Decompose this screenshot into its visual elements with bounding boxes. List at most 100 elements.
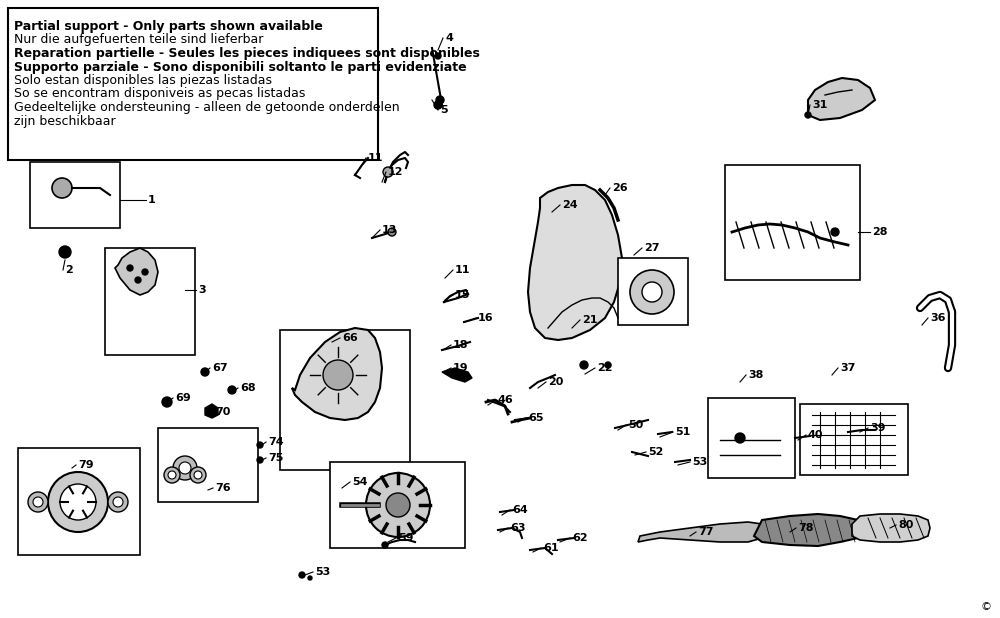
- Polygon shape: [115, 248, 158, 295]
- Circle shape: [434, 101, 442, 109]
- Text: 50: 50: [628, 420, 643, 430]
- Circle shape: [127, 265, 133, 271]
- Text: 1: 1: [148, 195, 156, 205]
- Text: 31: 31: [812, 100, 827, 110]
- Text: Gedeeltelijke ondersteuning - alleen de getoonde onderdelen: Gedeeltelijke ondersteuning - alleen de …: [14, 101, 400, 114]
- Circle shape: [386, 493, 410, 517]
- Circle shape: [630, 270, 674, 314]
- Text: 52: 52: [648, 447, 663, 457]
- Text: 51: 51: [675, 427, 690, 437]
- Circle shape: [580, 361, 588, 369]
- Circle shape: [108, 492, 128, 512]
- Text: 53: 53: [315, 567, 330, 577]
- Circle shape: [190, 467, 206, 483]
- Text: 2: 2: [65, 265, 73, 275]
- Text: Solo estan disponibles las piezas listadas: Solo estan disponibles las piezas listad…: [14, 74, 272, 87]
- Text: 3: 3: [198, 285, 206, 295]
- Circle shape: [162, 397, 172, 407]
- Text: 40: 40: [808, 430, 824, 440]
- Circle shape: [382, 542, 388, 548]
- Text: 37: 37: [840, 363, 855, 373]
- Circle shape: [323, 360, 353, 390]
- Bar: [8, 8, 378, 160]
- Text: 38: 38: [748, 370, 763, 380]
- Text: 15: 15: [455, 290, 470, 300]
- Text: 59: 59: [398, 533, 414, 543]
- Text: Nur die aufgefuerten teile sind lieferbar: Nur die aufgefuerten teile sind lieferba…: [14, 33, 263, 46]
- Text: 78: 78: [798, 523, 814, 533]
- Bar: [280, 330, 410, 470]
- Circle shape: [605, 362, 611, 368]
- Text: 76: 76: [215, 483, 231, 493]
- Text: 19: 19: [453, 363, 469, 373]
- Text: 13: 13: [382, 225, 397, 235]
- Text: 27: 27: [644, 243, 660, 253]
- Text: 66: 66: [342, 333, 358, 343]
- Polygon shape: [638, 522, 768, 542]
- Text: 24: 24: [562, 200, 578, 210]
- Polygon shape: [808, 78, 875, 120]
- Circle shape: [831, 228, 839, 236]
- Text: So se encontram disponiveis as pecas listadas: So se encontram disponiveis as pecas lis…: [14, 88, 305, 101]
- Bar: [330, 462, 465, 548]
- Text: 22: 22: [597, 363, 612, 373]
- Text: 4: 4: [445, 33, 453, 43]
- Polygon shape: [292, 328, 382, 420]
- Circle shape: [194, 471, 202, 479]
- Text: 12: 12: [388, 167, 404, 177]
- Circle shape: [735, 433, 745, 443]
- Bar: [800, 404, 908, 475]
- Polygon shape: [754, 514, 865, 546]
- Text: 18: 18: [453, 340, 468, 350]
- Text: zijn beschikbaar: zijn beschikbaar: [14, 114, 116, 127]
- Circle shape: [33, 497, 43, 507]
- Text: ©: ©: [981, 602, 992, 612]
- Text: 75: 75: [268, 453, 283, 463]
- Text: 36: 36: [930, 313, 946, 323]
- Circle shape: [135, 277, 141, 283]
- Text: 11: 11: [368, 153, 384, 163]
- Circle shape: [805, 112, 811, 118]
- Bar: [158, 428, 258, 502]
- Text: 70: 70: [215, 407, 230, 417]
- Text: 64: 64: [512, 505, 528, 515]
- Circle shape: [52, 178, 72, 198]
- Text: 67: 67: [212, 363, 228, 373]
- Circle shape: [168, 471, 176, 479]
- Circle shape: [299, 572, 305, 578]
- Circle shape: [179, 462, 191, 474]
- Polygon shape: [852, 514, 930, 542]
- Circle shape: [142, 269, 148, 275]
- Text: 28: 28: [872, 227, 888, 237]
- Circle shape: [436, 96, 444, 104]
- Circle shape: [173, 456, 197, 480]
- Circle shape: [48, 472, 108, 532]
- Bar: [708, 398, 795, 478]
- Text: Supporto parziale - Sono disponibili soltanto le parti evidenziate: Supporto parziale - Sono disponibili sol…: [14, 61, 467, 74]
- Text: 77: 77: [698, 527, 714, 537]
- Text: Reparation partielle - Seules les pieces indiquees sont disponibles: Reparation partielle - Seules les pieces…: [14, 47, 480, 60]
- Text: 62: 62: [572, 533, 588, 543]
- Circle shape: [308, 576, 312, 580]
- Circle shape: [642, 282, 662, 302]
- Text: 63: 63: [510, 523, 526, 533]
- Text: 26: 26: [612, 183, 628, 193]
- Circle shape: [435, 53, 441, 59]
- Bar: [105, 248, 195, 355]
- Polygon shape: [528, 185, 622, 340]
- Circle shape: [228, 386, 236, 394]
- Text: 11: 11: [455, 265, 471, 275]
- Text: 68: 68: [240, 383, 256, 393]
- Text: 39: 39: [870, 423, 886, 433]
- Text: 46: 46: [498, 395, 514, 405]
- Text: 79: 79: [78, 460, 94, 470]
- Circle shape: [366, 473, 430, 537]
- Bar: [618, 258, 688, 325]
- Text: 54: 54: [352, 477, 368, 487]
- Circle shape: [59, 246, 71, 258]
- Polygon shape: [205, 404, 218, 418]
- Text: Partial support - Only parts shown available: Partial support - Only parts shown avail…: [14, 20, 323, 33]
- Bar: [18, 448, 140, 555]
- Circle shape: [257, 442, 263, 448]
- Circle shape: [257, 457, 263, 463]
